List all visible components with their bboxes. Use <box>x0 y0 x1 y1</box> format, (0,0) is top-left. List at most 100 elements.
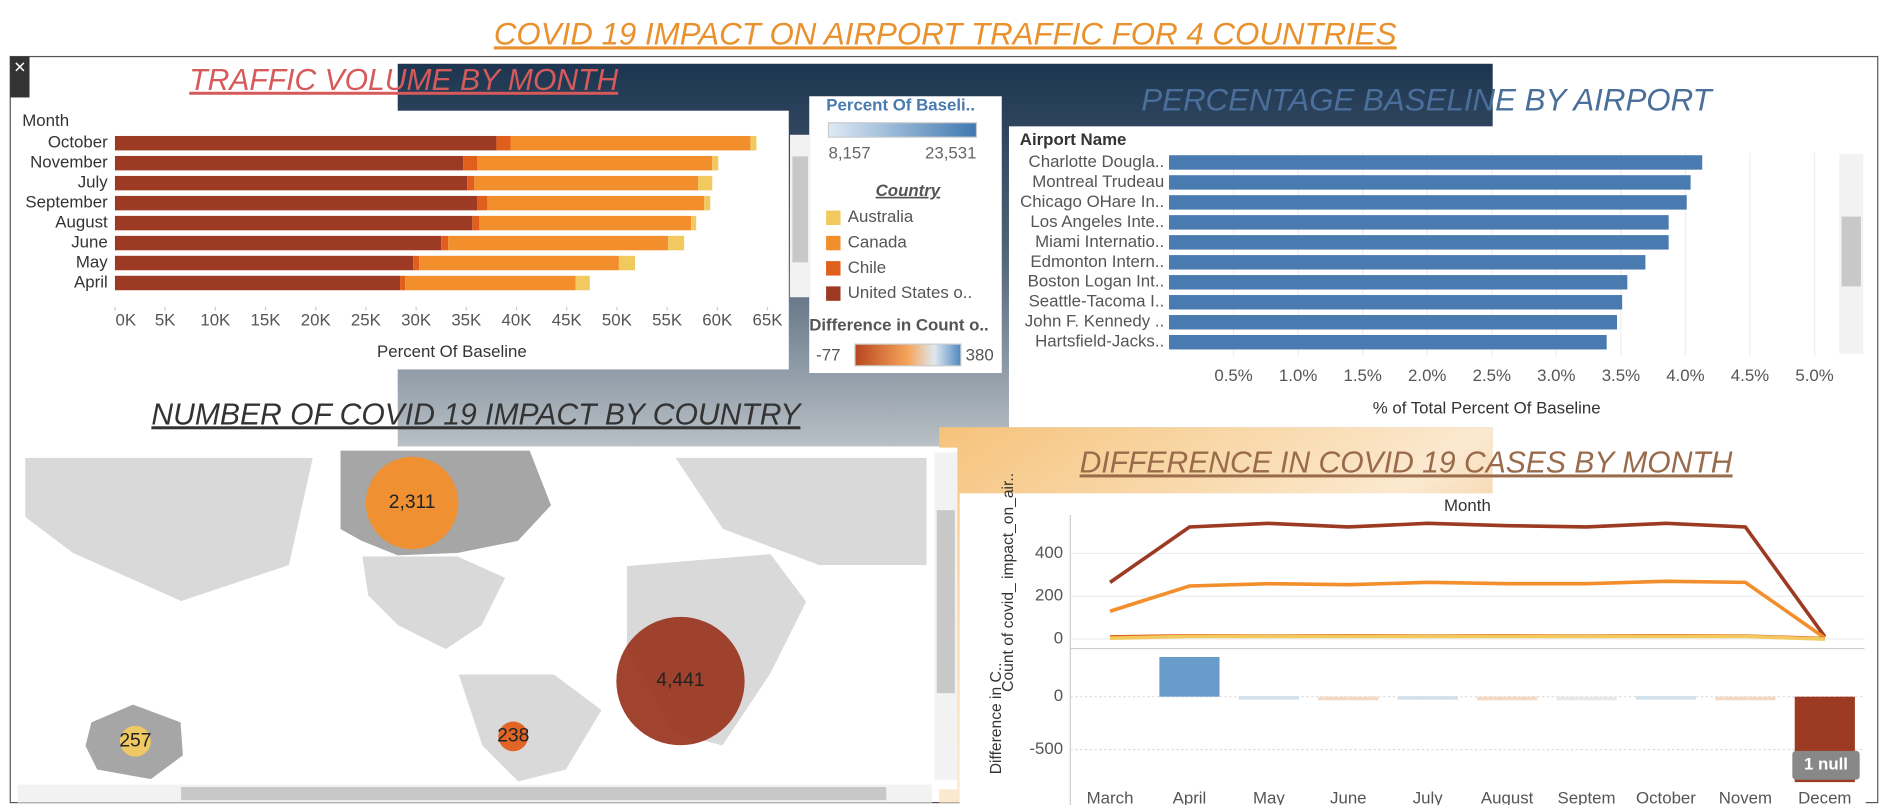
bar <box>1556 696 1617 701</box>
y-tick-label: October <box>48 133 108 152</box>
bar-segment <box>474 175 699 191</box>
bar <box>1397 696 1458 700</box>
y-tick-label: 400 <box>1035 543 1063 562</box>
scroll-thumb[interactable] <box>792 156 809 263</box>
x-tick-label: 1.0% <box>1279 366 1317 385</box>
bar-segment <box>405 275 576 291</box>
x-tick-label: 40K <box>502 311 533 330</box>
x-tick-label: 60K <box>702 311 733 330</box>
close-button[interactable] <box>10 56 30 98</box>
bar-segment <box>448 235 669 251</box>
bubble-label: 4,441 <box>656 670 704 691</box>
bar-segment <box>477 155 713 171</box>
x-tick-label: May <box>1253 788 1285 805</box>
color-ramp <box>854 343 962 367</box>
map-continent <box>360 555 507 651</box>
x-tick-label: March <box>1087 788 1134 805</box>
line <box>1109 521 1827 638</box>
bar-segment <box>477 195 488 211</box>
y-axis-label: Difference in C.. <box>988 662 1005 774</box>
y-tick-label: April <box>74 272 108 291</box>
bubble <box>498 721 529 752</box>
bar <box>1318 696 1379 701</box>
y-tick-label: 200 <box>1035 586 1063 605</box>
bar-segment <box>698 175 713 191</box>
map-continent <box>457 673 604 783</box>
line <box>1110 634 1825 641</box>
chart-title: TRAFFIC VOLUME BY MONTH <box>189 64 618 97</box>
x-tick-label: 2.0% <box>1408 366 1446 385</box>
scroll-thumb[interactable] <box>936 510 955 694</box>
scroll-thumb[interactable] <box>1841 216 1861 287</box>
null-indicator: 1 null <box>1804 755 1848 774</box>
bar <box>1169 195 1687 210</box>
bar-segment <box>114 275 401 291</box>
chart-title: PERCENTAGE BASELINE BY AIRPORT <box>1141 83 1713 118</box>
x-tick-label: 50K <box>602 311 633 330</box>
legend-label: Australia <box>848 207 914 226</box>
bar-segment <box>487 195 705 211</box>
bubble <box>616 616 745 746</box>
bar-segment <box>472 215 480 231</box>
scroll-thumb[interactable] <box>181 786 887 801</box>
bar <box>1169 255 1646 270</box>
legend-label: 380 <box>966 346 994 365</box>
bar <box>1159 656 1220 697</box>
y-axis-label: Count of covid_ impact_on_air.. <box>1000 473 1017 692</box>
legend-label: 23,531 <box>925 143 976 162</box>
legend-swatch <box>826 235 841 251</box>
bar-segment <box>413 255 420 271</box>
y-tick-label: Seattle-Tacoma I.. <box>1029 292 1165 311</box>
y-tick-label: November <box>30 153 108 172</box>
x-tick-label: 0K <box>115 311 136 330</box>
axis-label: Percent Of Baseline <box>377 342 527 361</box>
x-tick-label: 10K <box>200 311 231 330</box>
y-tick-label: 0 <box>1054 628 1063 647</box>
x-tick-label: 45K <box>552 311 583 330</box>
y-tick-label: Boston Logan Int.. <box>1028 272 1165 291</box>
x-tick-label: 5K <box>155 311 176 330</box>
y-tick-label: 0 <box>1054 686 1063 705</box>
x-tick-label: August <box>1481 788 1534 805</box>
x-tick-label: 15K <box>251 311 282 330</box>
legend-title: Difference in Count o.. <box>809 316 989 335</box>
x-tick-label: 25K <box>351 311 382 330</box>
y-tick-label: Hartsfield-Jacks.. <box>1035 332 1164 351</box>
legend-label: United States o.. <box>848 283 972 302</box>
bubble-label: 2,311 <box>389 492 436 513</box>
bar <box>1477 696 1538 701</box>
x-tick-label: 3.0% <box>1537 366 1575 385</box>
bar <box>1635 696 1697 700</box>
chart-title: NUMBER OF COVID 19 IMPACT BY COUNTRY <box>151 398 802 431</box>
y-tick-label: Charlotte Dougla.. <box>1029 152 1165 171</box>
bar-segment <box>114 235 442 251</box>
x-tick-label: 1.5% <box>1343 366 1381 385</box>
axis-header: Airport Name <box>1020 130 1127 149</box>
x-tick-label: Novem <box>1719 788 1772 805</box>
bubble-label: 238 <box>497 725 529 746</box>
dashboard-title: COVID 19 IMPACT ON AIRPORT TRAFFIC FOR 4… <box>494 16 1397 51</box>
x-tick-label: 0.5% <box>1214 366 1252 385</box>
bar <box>1169 235 1669 250</box>
bar-segment <box>712 155 719 171</box>
y-tick-label: Miami Internatio.. <box>1035 232 1164 251</box>
y-tick-label: Edmonton Intern.. <box>1030 252 1164 271</box>
y-tick-label: John F. Kennedy .. <box>1025 312 1164 331</box>
bar-segment <box>750 135 757 151</box>
bar-segment <box>668 235 685 251</box>
bar-segment <box>114 135 497 151</box>
close-icon[interactable]: ✕ <box>13 60 26 77</box>
bar <box>1169 334 1607 350</box>
x-tick-label: July <box>1413 788 1444 805</box>
legend-label: Chile <box>848 258 886 277</box>
legend-swatch <box>826 286 841 301</box>
bar <box>1169 155 1703 170</box>
y-tick-label: Montreal Trudeau <box>1032 172 1164 191</box>
x-tick-label: 3.5% <box>1602 366 1640 385</box>
axis-header: Month <box>22 111 69 130</box>
map-continent <box>24 456 315 603</box>
bar-segment <box>496 135 511 151</box>
legend-label: 8,157 <box>828 143 870 162</box>
bar-segment <box>114 255 414 271</box>
y-tick-label: June <box>71 233 108 252</box>
